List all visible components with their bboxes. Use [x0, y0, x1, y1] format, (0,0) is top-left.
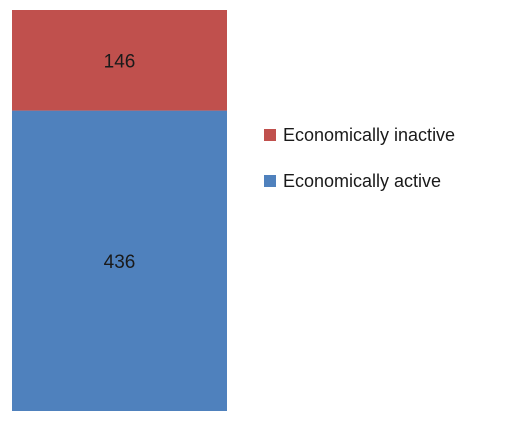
- legend-label-economically-active: Economically active: [283, 171, 441, 191]
- bars-group: [12, 10, 227, 411]
- bar-segment-economically-active: [12, 110, 227, 411]
- data-label-economically-active: 436: [104, 252, 136, 273]
- bar-segment-economically-inactive: [12, 10, 227, 111]
- data-labels-group: 436 146: [104, 51, 136, 273]
- legend-label-economically-inactive: Economically inactive: [283, 125, 455, 145]
- legend-swatch-economically-inactive: [264, 129, 276, 141]
- legend: Economically inactive Economically active: [264, 125, 455, 191]
- data-label-economically-inactive: 146: [104, 51, 136, 72]
- legend-swatch-economically-active: [264, 175, 276, 187]
